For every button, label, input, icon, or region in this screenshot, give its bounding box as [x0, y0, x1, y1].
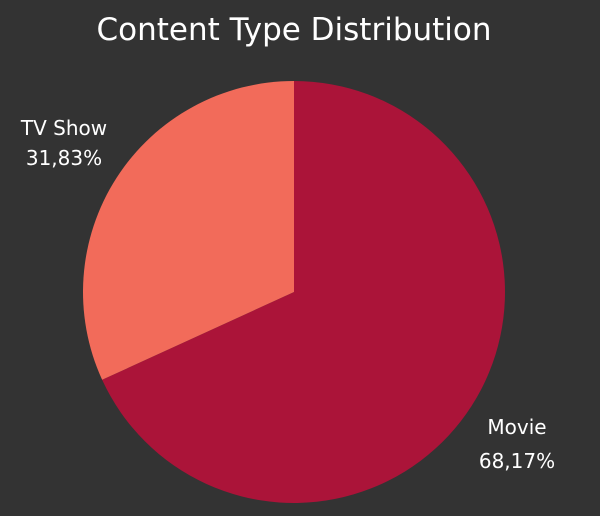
- pie-labels: TV Show 31,83% Movie 68,17%: [20, 116, 555, 473]
- slice-label-movie-value: 68,17%: [479, 449, 555, 473]
- slice-label-tv-show-value: 31,83%: [26, 146, 102, 170]
- chart-title: Content Type Distribution: [96, 12, 491, 48]
- slice-label-tv-show-name: TV Show: [20, 116, 107, 140]
- slice-label-movie-name: Movie: [487, 415, 546, 439]
- pie-slice-tv-show[interactable]: [82, 81, 294, 380]
- pie-slices: [82, 81, 505, 503]
- pie-slice-movie[interactable]: [102, 81, 505, 503]
